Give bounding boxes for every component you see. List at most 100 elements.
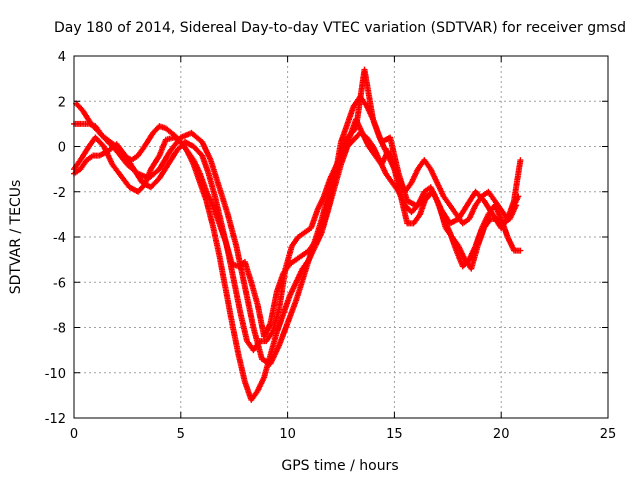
trace-markers	[242, 285, 257, 329]
trace-markers	[422, 158, 433, 171]
trace-markers	[456, 203, 470, 221]
trace-markers	[482, 217, 493, 230]
trace-markers	[450, 235, 461, 248]
trace-markers	[345, 126, 358, 140]
trace-markers	[361, 68, 376, 121]
trace-markers	[294, 253, 304, 262]
trace-markers	[338, 122, 350, 144]
trace-markers	[125, 162, 140, 176]
trace-markers	[208, 158, 222, 189]
trace-markers	[507, 194, 521, 216]
trace-markers	[74, 101, 85, 112]
trace-markers	[183, 139, 196, 149]
trace-markers	[303, 226, 313, 235]
trace-markers	[238, 312, 250, 343]
trace-markers	[482, 199, 495, 216]
trace-markers	[319, 185, 333, 221]
trace-markers	[289, 235, 301, 248]
trace-markers	[387, 136, 402, 176]
trace-markers	[434, 181, 446, 198]
trace-markers	[157, 163, 171, 180]
trace-markers	[164, 126, 176, 138]
trace-markers	[268, 344, 282, 366]
y-tick-label: -10	[45, 367, 66, 382]
data-point	[517, 247, 524, 254]
ticks: 0 5 10 15 20 25 -12 -10 -8 -6 -4 -2 0 2 4	[45, 50, 617, 442]
trace-markers	[199, 140, 213, 162]
trace-markers	[391, 167, 404, 198]
trace-markers	[255, 303, 267, 338]
trace-markers	[301, 248, 311, 257]
y-tick-label: -4	[53, 231, 66, 246]
x-axis-label: GPS time / hours	[281, 458, 398, 474]
data-points	[71, 66, 524, 403]
trace-markers	[505, 235, 517, 253]
series-trace-b	[71, 93, 524, 340]
y-tick-label: -12	[45, 412, 66, 427]
trace-markers	[282, 244, 295, 271]
trace-markers	[250, 326, 265, 361]
trace-markers	[370, 117, 384, 144]
y-tick-label: 4	[58, 50, 66, 65]
trace-markers	[296, 230, 307, 239]
trace-markers	[119, 174, 132, 189]
trace-markers	[468, 244, 481, 271]
trace-markers	[130, 153, 140, 162]
trace-markers	[206, 172, 218, 198]
trace-markers	[231, 280, 244, 316]
trace-markers	[293, 271, 308, 302]
trace-markers	[80, 108, 94, 126]
trace-markers	[147, 167, 162, 180]
trace-markers	[168, 135, 183, 153]
trace-markers	[461, 217, 471, 226]
trace-markers	[158, 123, 168, 131]
trace-markers	[225, 213, 239, 248]
trace-markers	[204, 190, 216, 207]
trace-markers	[473, 190, 486, 203]
trace-markers	[336, 136, 350, 162]
trace-markers	[302, 244, 316, 275]
trace-markers	[229, 321, 242, 357]
trace-markers	[212, 194, 224, 225]
trace-markers	[261, 321, 273, 338]
trace-markers	[89, 122, 102, 135]
trace-markers	[274, 312, 286, 334]
trace-markers	[385, 149, 397, 171]
trace-markers	[315, 194, 327, 212]
trace-markers	[288, 257, 298, 266]
x-tick-label: 0	[70, 427, 78, 442]
trace-markers	[216, 253, 229, 291]
trace-markers	[197, 181, 209, 203]
trace-markers	[218, 222, 231, 252]
trace-markers	[276, 267, 289, 311]
trace-markers	[344, 104, 357, 126]
trace-markers	[327, 158, 342, 189]
trace-markers	[430, 190, 444, 212]
series-trace-d	[73, 66, 522, 367]
trace-markers	[72, 158, 83, 171]
trace-markers	[210, 224, 222, 257]
series-trace-a	[71, 129, 524, 403]
trace-markers	[276, 321, 290, 348]
trace-markers	[499, 212, 512, 230]
trace-markers	[264, 330, 275, 343]
trace-markers	[242, 380, 254, 402]
trace-markers	[270, 308, 282, 334]
grid	[74, 56, 608, 418]
trace-markers	[235, 353, 248, 384]
trace-markers	[223, 287, 235, 325]
trace-markers	[280, 294, 293, 316]
trace-markers	[97, 131, 110, 144]
trace-markers	[191, 144, 204, 158]
x-tick-label: 20	[493, 427, 510, 442]
trace-markers	[93, 135, 106, 149]
trace-markers	[448, 203, 459, 216]
trace-markers	[414, 198, 426, 208]
trace-markers	[185, 149, 196, 162]
trace-markers	[287, 280, 299, 298]
trace-markers	[85, 153, 95, 162]
trace-markers	[486, 190, 497, 203]
trace-markers	[136, 145, 147, 157]
chart-title: Day 180 of 2014, Sidereal Day-to-day VTE…	[54, 20, 626, 36]
